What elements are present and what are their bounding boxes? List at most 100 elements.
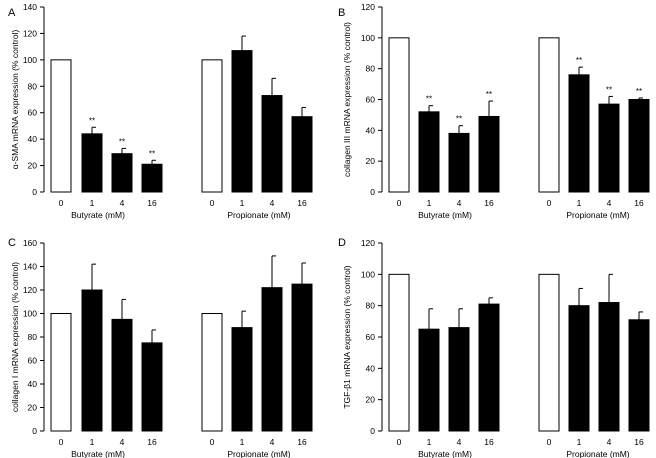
y-tick-label: 20 — [366, 395, 376, 405]
x-tick-label: 1 — [577, 437, 582, 447]
bar — [81, 289, 103, 432]
y-tick-label: 100 — [23, 55, 37, 65]
y-tick-label: 60 — [28, 356, 38, 366]
bar — [418, 328, 440, 432]
bar — [231, 50, 253, 193]
y-tick-label: 140 — [23, 2, 37, 12]
x-tick-label: 4 — [270, 437, 275, 447]
significance-mark: ** — [456, 115, 462, 124]
y-tick-label: 60 — [366, 332, 376, 342]
x-tick-label: 16 — [634, 437, 644, 447]
x-tick-label: 16 — [297, 198, 307, 208]
group-label: Propionate (mM) — [566, 210, 629, 220]
group-label: Butyrate (mM) — [71, 449, 125, 458]
y-tick-label: 80 — [28, 332, 38, 342]
y-tick-label: 80 — [366, 64, 376, 74]
x-tick-label: 4 — [457, 437, 462, 447]
bar — [111, 153, 133, 193]
significance-mark: ** — [89, 116, 95, 125]
panel-letter: D — [338, 237, 346, 249]
panel-letter: A — [8, 7, 16, 19]
y-tick-label: 120 — [361, 2, 375, 12]
group-label: Butyrate (mM) — [418, 210, 472, 220]
x-tick-label: 1 — [577, 198, 582, 208]
y-tick-label: 20 — [28, 403, 38, 413]
x-tick-label: 4 — [607, 437, 612, 447]
y-tick-label: 120 — [23, 285, 37, 295]
bar — [291, 116, 313, 193]
x-tick-label: 4 — [607, 198, 612, 208]
y-tick-label: 60 — [28, 108, 38, 118]
x-tick-label: 16 — [484, 198, 494, 208]
x-tick-label: 4 — [120, 437, 125, 447]
y-tick-label: 40 — [28, 134, 38, 144]
x-tick-label: 1 — [240, 437, 245, 447]
x-tick-label: 0 — [547, 437, 552, 447]
x-tick-label: 0 — [397, 198, 402, 208]
y-tick-label: 100 — [361, 269, 375, 279]
bar — [628, 99, 650, 193]
x-tick-label: 4 — [457, 198, 462, 208]
bar — [538, 37, 560, 193]
significance-mark: ** — [636, 87, 642, 96]
bar — [538, 273, 560, 432]
significance-mark: ** — [426, 95, 432, 104]
bar — [50, 313, 72, 432]
bar — [141, 342, 163, 432]
y-tick-label: 0 — [370, 426, 375, 436]
y-axis-label: collagen III mRNA expression (% control) — [342, 22, 352, 177]
x-tick-label: 0 — [59, 198, 64, 208]
significance-mark: ** — [149, 149, 155, 158]
x-tick-label: 0 — [547, 198, 552, 208]
x-tick-label: 0 — [210, 437, 215, 447]
y-tick-label: 0 — [32, 187, 37, 197]
bar — [141, 163, 163, 193]
y-tick-label: 0 — [370, 187, 375, 197]
x-tick-label: 16 — [147, 437, 157, 447]
panel-letter: C — [8, 237, 16, 249]
significance-mark: ** — [576, 56, 582, 65]
y-tick-label: 40 — [366, 125, 376, 135]
bar — [448, 327, 470, 432]
x-tick-label: 16 — [297, 437, 307, 447]
x-tick-label: 0 — [210, 198, 215, 208]
x-tick-label: 16 — [634, 198, 644, 208]
bar — [598, 302, 620, 432]
x-tick-label: 1 — [427, 437, 432, 447]
bar — [598, 103, 620, 193]
group-label: Propionate (mM) — [566, 449, 629, 458]
y-tick-label: 100 — [23, 309, 37, 319]
bar — [568, 74, 590, 193]
x-tick-label: 4 — [120, 198, 125, 208]
bar — [448, 132, 470, 193]
bar — [291, 283, 313, 432]
y-tick-label: 80 — [28, 81, 38, 91]
x-tick-label: 1 — [427, 198, 432, 208]
group-label: Butyrate (mM) — [71, 210, 125, 220]
y-tick-label: 120 — [23, 28, 37, 38]
bar — [231, 327, 253, 432]
bar — [478, 303, 500, 432]
y-tick-label: 160 — [23, 238, 37, 248]
bar — [628, 319, 650, 432]
y-tick-label: 40 — [366, 363, 376, 373]
group-label: Propionate (mM) — [227, 449, 290, 458]
x-tick-label: 1 — [90, 437, 95, 447]
bar — [418, 111, 440, 193]
x-tick-label: 0 — [397, 437, 402, 447]
y-tick-label: 140 — [23, 262, 37, 272]
x-tick-label: 1 — [90, 198, 95, 208]
y-tick-label: 0 — [32, 426, 37, 436]
significance-mark: ** — [486, 90, 492, 99]
bar — [568, 305, 590, 432]
y-tick-label: 100 — [361, 33, 375, 43]
x-tick-label: 0 — [59, 437, 64, 447]
y-tick-label: 20 — [366, 156, 376, 166]
bar — [111, 318, 133, 432]
y-tick-label: 40 — [28, 379, 38, 389]
